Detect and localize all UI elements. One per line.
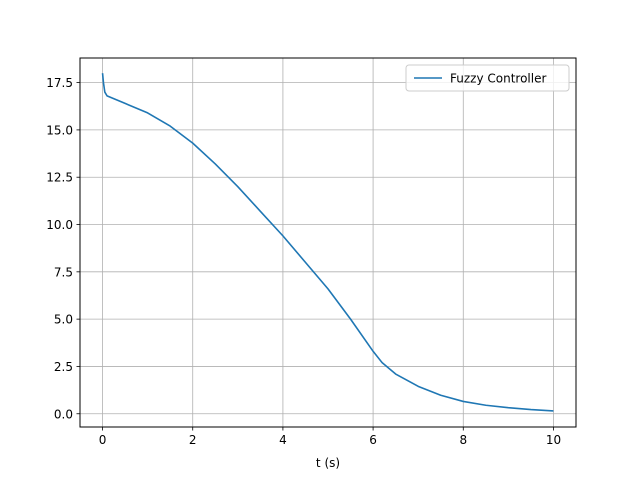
y-tick-label: 15.0	[46, 123, 73, 137]
x-tick-label: 8	[459, 433, 467, 447]
y-tick-label: 7.5	[54, 265, 73, 279]
plot-frame	[79, 57, 577, 428]
y-tick-label: 12.5	[46, 171, 73, 185]
legend-box	[405, 64, 570, 92]
series-line-0	[101, 73, 554, 412]
x-tick-label: 6	[369, 433, 377, 447]
x-tick-label: 2	[189, 433, 197, 447]
y-tick-label: 17.5	[46, 76, 73, 90]
x-axis-label: t (s)	[316, 456, 340, 470]
x-tick-label: 10	[546, 433, 561, 447]
series-layer	[101, 73, 554, 412]
y-tick-label: 10.0	[46, 218, 73, 232]
y-tick-label: 0.0	[54, 407, 73, 421]
y-tick-label: 5.0	[54, 313, 73, 327]
legend: Fuzzy Controller	[405, 64, 570, 92]
grid	[80, 58, 576, 427]
ticks: 0 2 4 6 8 10 0.0 2.5 5.0 7.5 10.0 12.5 15.0 17.5	[46, 76, 561, 447]
y-tick-label: 2.5	[54, 360, 73, 374]
legend-label: Fuzzy Controller	[450, 72, 546, 86]
x-tick-label: 4	[279, 433, 287, 447]
x-tick-label: 0	[99, 433, 107, 447]
